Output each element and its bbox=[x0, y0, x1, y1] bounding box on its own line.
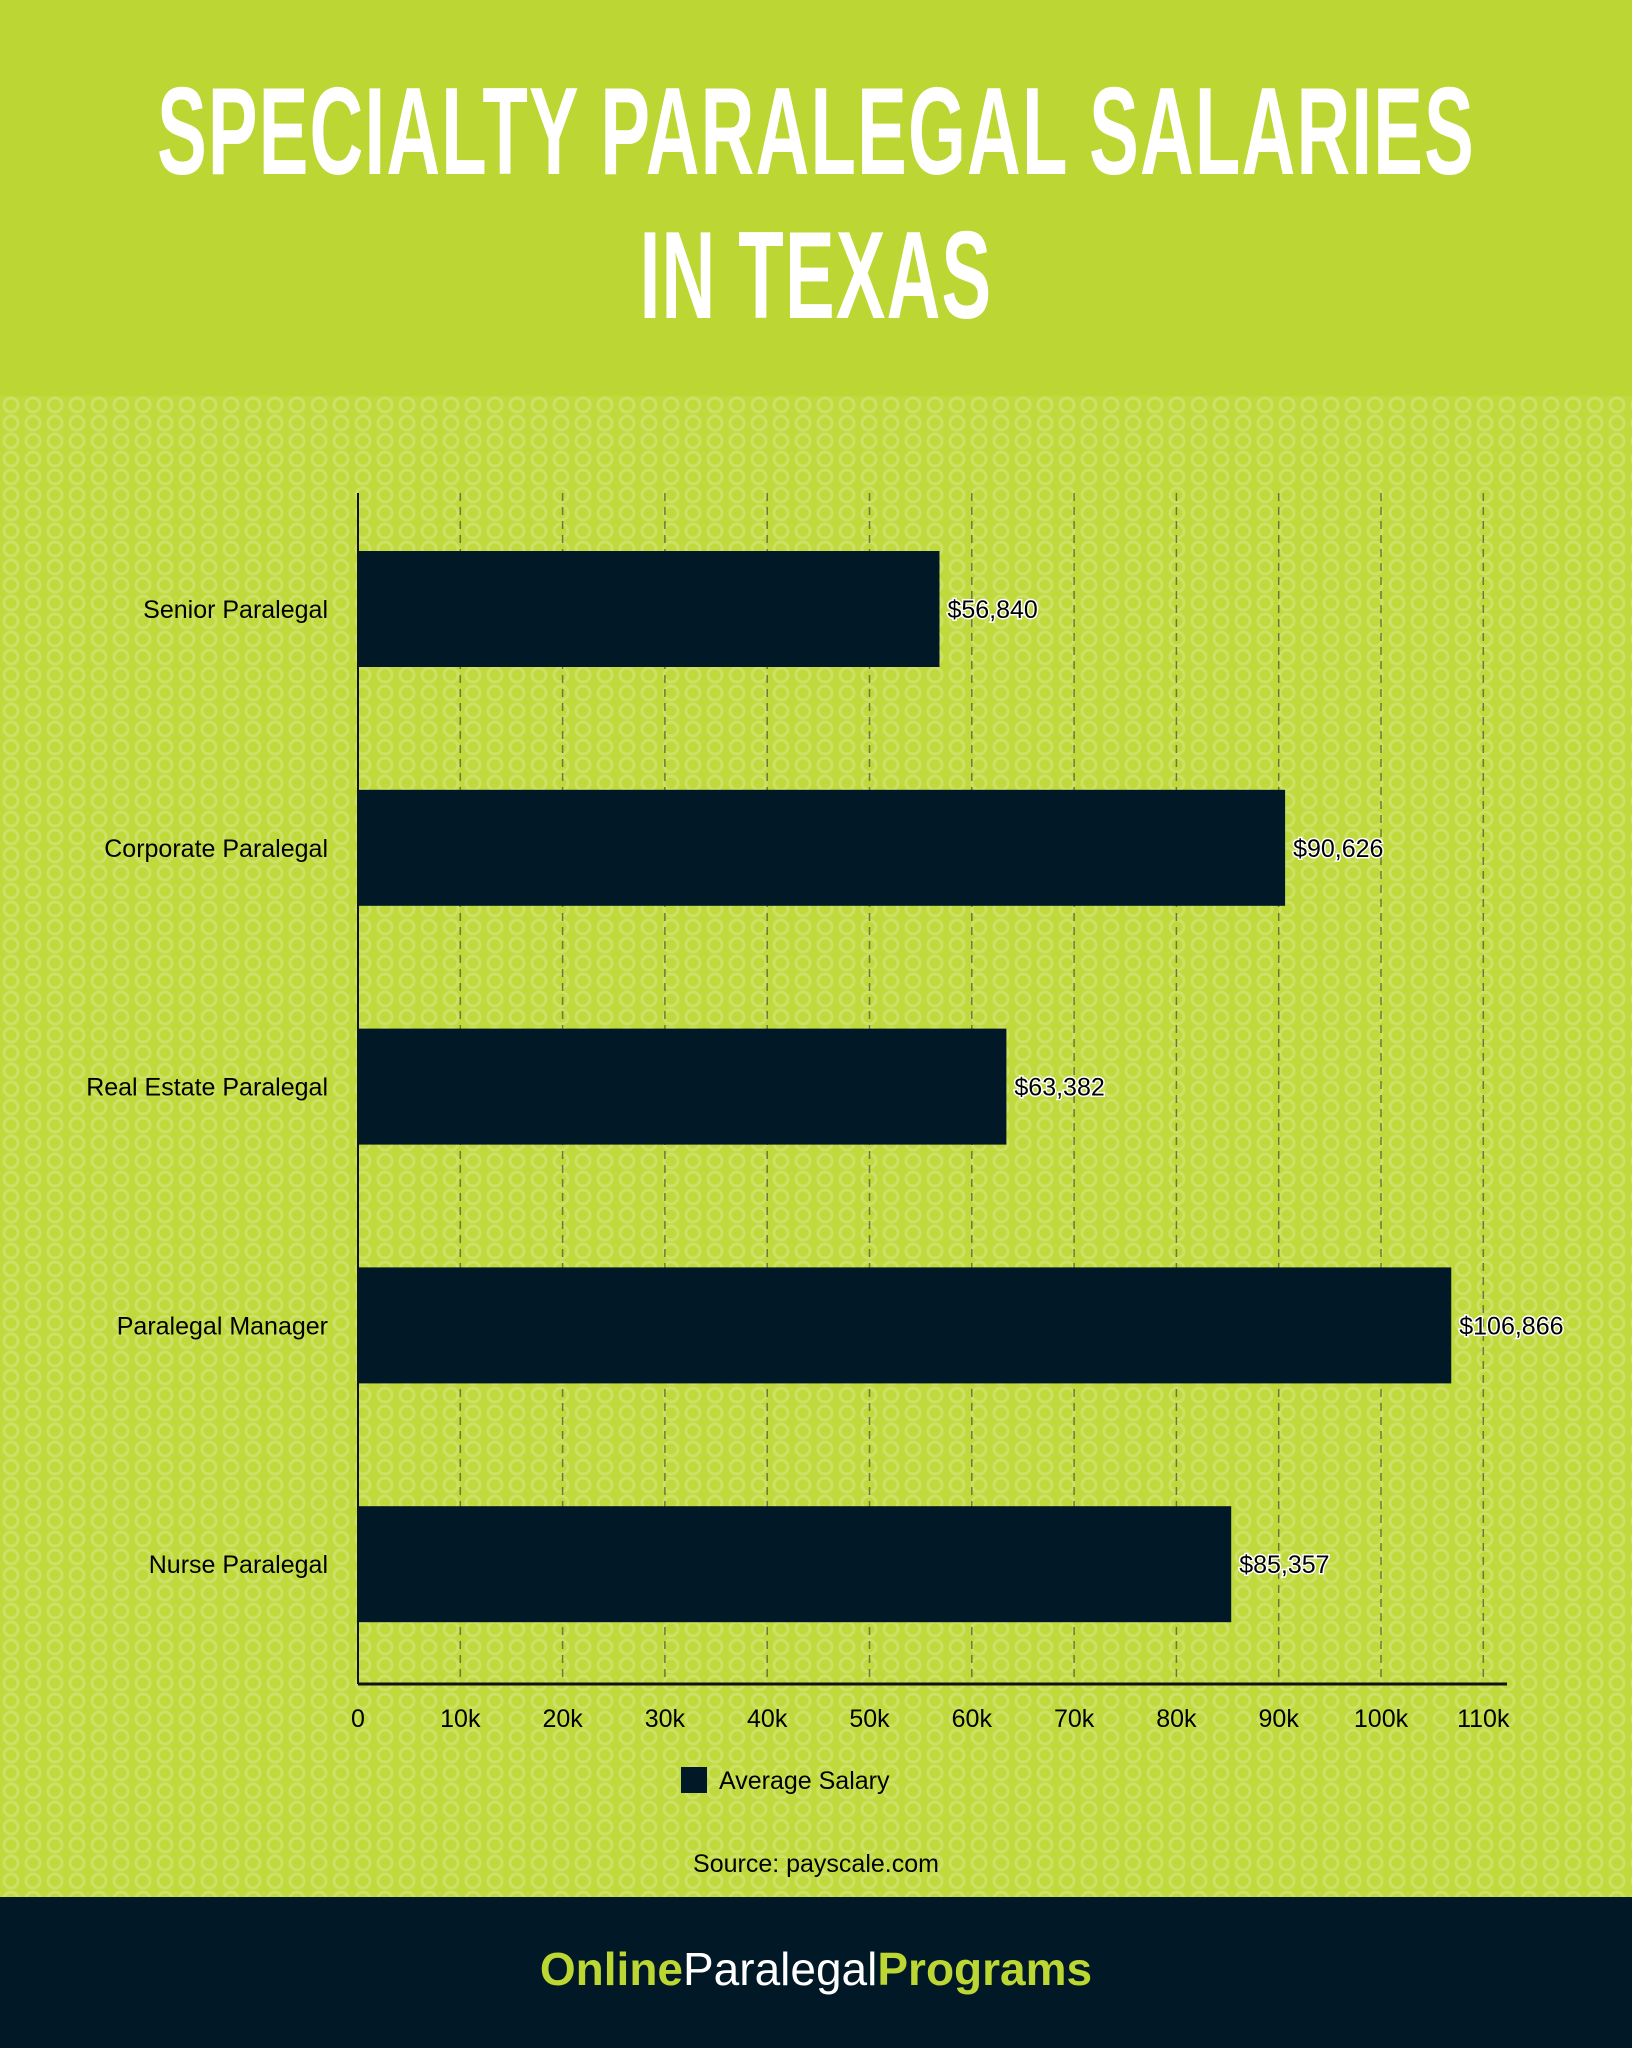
data-label: $85,357 bbox=[1239, 1551, 1329, 1579]
x-tick-label: 30k bbox=[645, 1705, 686, 1733]
category-label: Senior Paralegal bbox=[143, 596, 328, 624]
title-line-1: SPECIALTY PARALEGAL SALARIES bbox=[157, 63, 1475, 201]
x-tick-label: 60k bbox=[952, 1705, 993, 1733]
logo-paralegal: Paralegal bbox=[683, 1943, 878, 1995]
category-label: Real Estate Paralegal bbox=[86, 1074, 328, 1102]
footer: OnlineParalegalPrograms bbox=[0, 1897, 1632, 2048]
bar bbox=[358, 551, 940, 667]
legend-swatch bbox=[681, 1767, 707, 1793]
x-tick-label: 50k bbox=[849, 1705, 890, 1733]
logo-programs: Programs bbox=[877, 1943, 1093, 1995]
bar-chart: 0 10k 20k 30k 40k 50k 60k 70k 80k 90k 100k 110k Seni… bbox=[86, 493, 1565, 1795]
x-tick-label: 0 bbox=[351, 1705, 365, 1733]
data-label: $56,840 bbox=[947, 596, 1037, 624]
x-tick-label: 40k bbox=[747, 1705, 788, 1733]
bar bbox=[358, 1267, 1452, 1384]
header-banner: SPECIALTY PARALEGAL SALARIES IN TEXAS bbox=[0, 0, 1632, 396]
source-note: Source: payscale.com bbox=[693, 1850, 939, 1878]
data-label: $106,866 bbox=[1459, 1312, 1563, 1340]
x-tick-label: 20k bbox=[542, 1705, 583, 1733]
bar bbox=[358, 1028, 1007, 1145]
category-label: Corporate Paralegal bbox=[104, 835, 328, 863]
category-label: Nurse Paralegal bbox=[149, 1551, 328, 1579]
x-tick-label: 70k bbox=[1054, 1705, 1095, 1733]
x-tick-label: 90k bbox=[1259, 1705, 1300, 1733]
data-label: $63,382 bbox=[1014, 1074, 1104, 1102]
bar bbox=[358, 1506, 1232, 1623]
title-line-2: IN TEXAS bbox=[639, 207, 993, 345]
x-tick-label: 110k bbox=[1457, 1705, 1510, 1733]
logo: OnlineParalegalPrograms bbox=[0, 1939, 1632, 1999]
bar bbox=[358, 789, 1286, 906]
x-tick-label: 80k bbox=[1156, 1705, 1197, 1733]
logo-online: Online bbox=[539, 1943, 683, 1995]
x-tick-label: 10k bbox=[440, 1705, 481, 1733]
legend-label: Average Salary bbox=[719, 1767, 890, 1795]
x-tick-label: 100k bbox=[1354, 1705, 1409, 1733]
category-label: Paralegal Manager bbox=[117, 1312, 328, 1340]
data-label: $90,626 bbox=[1293, 835, 1383, 863]
